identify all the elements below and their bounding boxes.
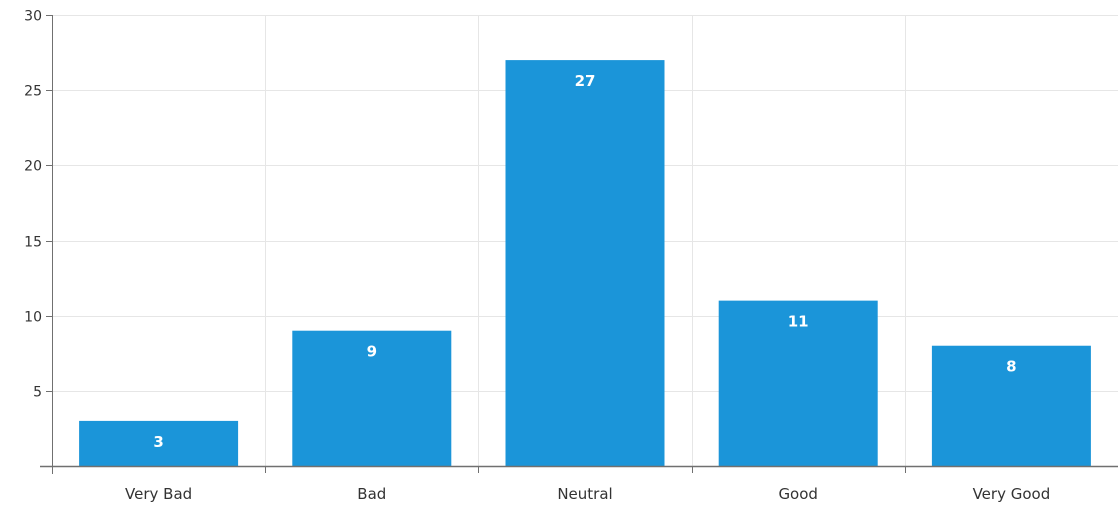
x-tick-label: Good	[778, 485, 818, 503]
data-labels: 3 9 27 11 8	[153, 72, 1016, 451]
data-label: 3	[153, 433, 163, 451]
axes	[40, 15, 1118, 474]
bar-very-good[interactable]	[931, 345, 1091, 466]
data-label: 9	[367, 343, 377, 361]
y-tick-label: 15	[24, 235, 42, 251]
y-tick-label: 5	[33, 385, 42, 401]
bar-neutral[interactable]	[505, 60, 665, 466]
x-tick-label: Very Good	[973, 485, 1051, 503]
y-tick-label: 30	[24, 9, 42, 25]
x-tick-label: Bad	[357, 485, 386, 503]
x-axis-ticks: Very Bad Bad Neutral Good Very Good	[125, 466, 1050, 503]
data-label: 27	[575, 72, 596, 90]
y-tick-label: 20	[24, 159, 42, 175]
bar-very-bad[interactable]	[79, 420, 239, 466]
data-label: 8	[1006, 358, 1016, 376]
y-tick-label: 10	[24, 310, 42, 326]
bars	[79, 60, 1091, 466]
x-tick-label: Neutral	[557, 485, 612, 503]
x-tick-label: Very Bad	[125, 485, 192, 503]
y-axis-ticks: 5 10 15 20 25 30	[24, 9, 52, 401]
bar-bad[interactable]	[292, 330, 452, 466]
bar-good[interactable]	[718, 300, 878, 466]
y-tick-label: 25	[24, 84, 42, 100]
data-label: 11	[788, 313, 809, 331]
